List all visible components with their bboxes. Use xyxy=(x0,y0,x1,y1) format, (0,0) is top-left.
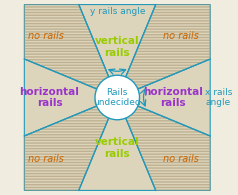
Text: y rails angle: y rails angle xyxy=(89,7,145,16)
Text: vertical
rails: vertical rails xyxy=(95,137,139,159)
Text: horizontal
rails: horizontal rails xyxy=(20,87,79,108)
Text: vertical
rails: vertical rails xyxy=(95,36,139,58)
Polygon shape xyxy=(79,4,156,98)
Circle shape xyxy=(95,75,139,120)
Polygon shape xyxy=(24,98,117,191)
Text: horizontal
rails: horizontal rails xyxy=(144,87,203,108)
Text: no rails: no rails xyxy=(163,31,199,41)
Polygon shape xyxy=(117,4,210,98)
Text: no rails: no rails xyxy=(28,154,64,164)
Text: no rails: no rails xyxy=(163,154,199,164)
Text: x rails
angle: x rails angle xyxy=(205,88,233,107)
Polygon shape xyxy=(117,98,210,191)
Polygon shape xyxy=(24,59,117,136)
Polygon shape xyxy=(117,59,210,136)
Text: no rails: no rails xyxy=(28,31,64,41)
Polygon shape xyxy=(79,98,156,191)
Polygon shape xyxy=(24,4,117,98)
Text: Rails
undecided: Rails undecided xyxy=(94,88,141,107)
